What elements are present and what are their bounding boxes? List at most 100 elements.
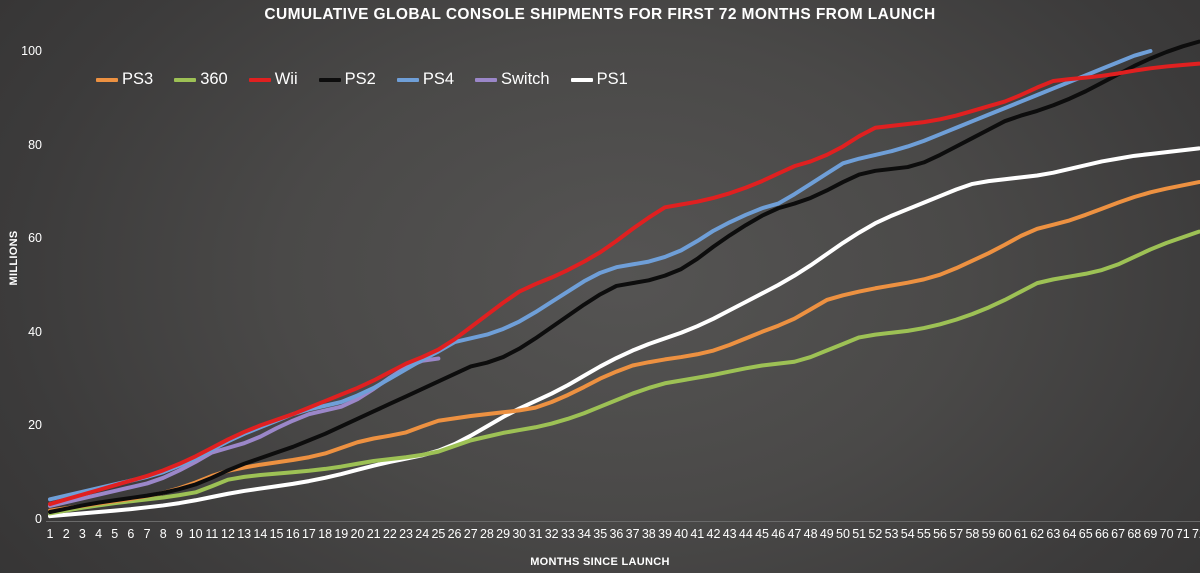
x-axis-tick-label: 61 [1014, 527, 1028, 541]
x-axis-tick-label: 6 [127, 527, 135, 541]
x-axis-tick-label: 66 [1094, 527, 1109, 541]
series-line-wii [48, 61, 1200, 507]
legend-label: PS4 [422, 70, 454, 88]
x-axis-tick-group: 1 2 3 4 5 6 7 8 9 10 11 12 13 14 15 16 17 18 19 20 21 22 23 24 2… [46, 527, 1200, 547]
legend-label: PS1 [596, 70, 628, 88]
x-axis-tick-label: 41 [690, 527, 705, 541]
legend-item-wii[interactable]: Wii [248, 70, 298, 89]
x-axis-tick-label: 11 [205, 527, 219, 541]
x-axis-tick-label: 47 [787, 527, 802, 541]
chart-legend: PS3 360 Wii PS2 PS4 Switch PS1 [96, 70, 628, 89]
x-axis-tick-label: 38 [641, 527, 656, 541]
x-axis-tick-label: 56 [933, 527, 948, 541]
x-axis-tick-label: 50 [836, 527, 850, 541]
x-axis-tick-label: 60 [997, 527, 1012, 541]
x-axis-tick-label: 17 [301, 527, 316, 541]
series-line-ps3 [48, 180, 1200, 513]
x-axis-tick-label: 54 [900, 527, 915, 541]
legend-swatch-icon [475, 77, 497, 82]
x-axis-tick-label: 21 [366, 527, 381, 541]
x-axis-tick-label: 30 [512, 527, 527, 541]
x-axis-tick-label: 44 [738, 527, 753, 541]
legend-item-360[interactable]: 360 [174, 70, 228, 89]
x-axis-tick-label: 19 [334, 527, 349, 541]
legend-swatch-icon [96, 77, 118, 82]
x-axis-line [46, 521, 1200, 522]
legend-swatch-icon [174, 77, 197, 82]
x-axis-tick-label: 31 [528, 527, 543, 541]
y-axis-tick-label: 60 [28, 231, 42, 246]
x-axis-tick-label: 65 [1078, 527, 1093, 541]
legend-item-ps2[interactable]: PS2 [318, 70, 376, 89]
x-axis-tick-label: 51 [852, 527, 867, 541]
x-axis-tick-label: 32 [544, 527, 559, 541]
legend-item-ps1[interactable]: PS1 [570, 70, 628, 89]
x-axis-tick-label: 59 [981, 527, 996, 541]
x-axis-tick-label: 40 [674, 527, 689, 541]
x-axis-tick-label: 15 [269, 527, 284, 541]
series-line-360 [48, 229, 1200, 516]
y-axis-tick-label: 40 [28, 324, 42, 339]
x-axis-tick-label: 18 [318, 527, 333, 541]
x-axis-tick-label: 10 [188, 527, 203, 541]
x-axis-tick-label: 27 [463, 527, 478, 541]
x-axis-tick-label: 42 [706, 527, 721, 541]
x-axis-tick-label: 23 [399, 527, 413, 541]
x-axis-tick-label: 4 [95, 527, 103, 541]
x-axis-tick-label: 22 [382, 527, 397, 541]
series-line-ps1 [48, 146, 1200, 519]
x-axis-title: MONTHS SINCE LAUNCH [530, 556, 670, 568]
x-axis-tick-label: 5 [111, 527, 119, 541]
x-axis-tick-label: 64 [1062, 527, 1077, 541]
x-axis-tick-label: 7 [143, 527, 151, 541]
x-axis-tick-label: 36 [609, 527, 624, 541]
x-axis-tick-label: 52 [868, 527, 883, 541]
legend-swatch-icon [396, 77, 419, 82]
legend-label: 360 [200, 70, 228, 88]
x-axis-tick-label: 29 [496, 527, 511, 541]
y-axis-tick-label: 20 [28, 418, 42, 433]
x-axis-tick-label: 34 [577, 527, 591, 541]
x-axis-tick-label: 39 [658, 527, 672, 541]
x-axis-tick-label: 3 [78, 527, 86, 541]
x-axis-tick-label: 24 [415, 527, 430, 541]
x-axis-tick-label: 63 [1046, 527, 1061, 541]
chart-title: CUMULATIVE GLOBAL CONSOLE SHIPMENTS FOR … [264, 6, 936, 23]
x-axis-tick-label: 8 [159, 527, 167, 541]
legend-label: Wii [274, 70, 298, 88]
x-axis-tick-label: 16 [285, 527, 300, 541]
y-axis-tick-label: 100 [21, 44, 42, 58]
x-axis-tick-label: 71 [1175, 527, 1190, 541]
x-axis-tick-label: 37 [625, 527, 640, 541]
x-axis-tick-label: 1 [46, 527, 54, 541]
legend-label: PS3 [122, 70, 154, 88]
y-axis-tick-label: 0 [35, 512, 42, 526]
x-axis-tick-label: 69 [1143, 527, 1158, 541]
x-axis-tick-label: 57 [949, 527, 964, 541]
x-axis-tick-label: 67 [1111, 527, 1126, 541]
x-axis-tick-label: 25 [431, 527, 446, 541]
x-axis-tick-label: 26 [447, 527, 462, 541]
legend-item-switch[interactable]: Switch [475, 70, 550, 89]
x-axis-tick-label: 46 [771, 527, 786, 541]
legend-swatch-icon [318, 77, 341, 82]
legend-label: Switch [501, 70, 550, 88]
legend-item-ps3[interactable]: PS3 [96, 70, 153, 89]
x-axis-tick-label: 43 [722, 527, 737, 541]
legend-item-ps4[interactable]: PS4 [396, 70, 454, 89]
legend-swatch-icon [570, 77, 593, 82]
x-axis-tick-label: 13 [237, 527, 252, 541]
x-axis-tick-label: 45 [755, 527, 769, 541]
series-line-ps2 [48, 39, 1200, 514]
x-axis-tick-label: 72 [1192, 527, 1200, 541]
series-line-ps4 [48, 49, 1153, 502]
x-axis-tick-label: 55 [916, 527, 931, 541]
legend-label: PS2 [344, 70, 376, 88]
x-axis-tick-label: 14 [253, 527, 268, 541]
y-axis-tick-label: 80 [28, 137, 42, 152]
x-axis-tick-label: 49 [819, 527, 834, 541]
x-axis-tick-label: 12 [221, 527, 235, 541]
x-axis-tick-label: 62 [1030, 527, 1045, 541]
